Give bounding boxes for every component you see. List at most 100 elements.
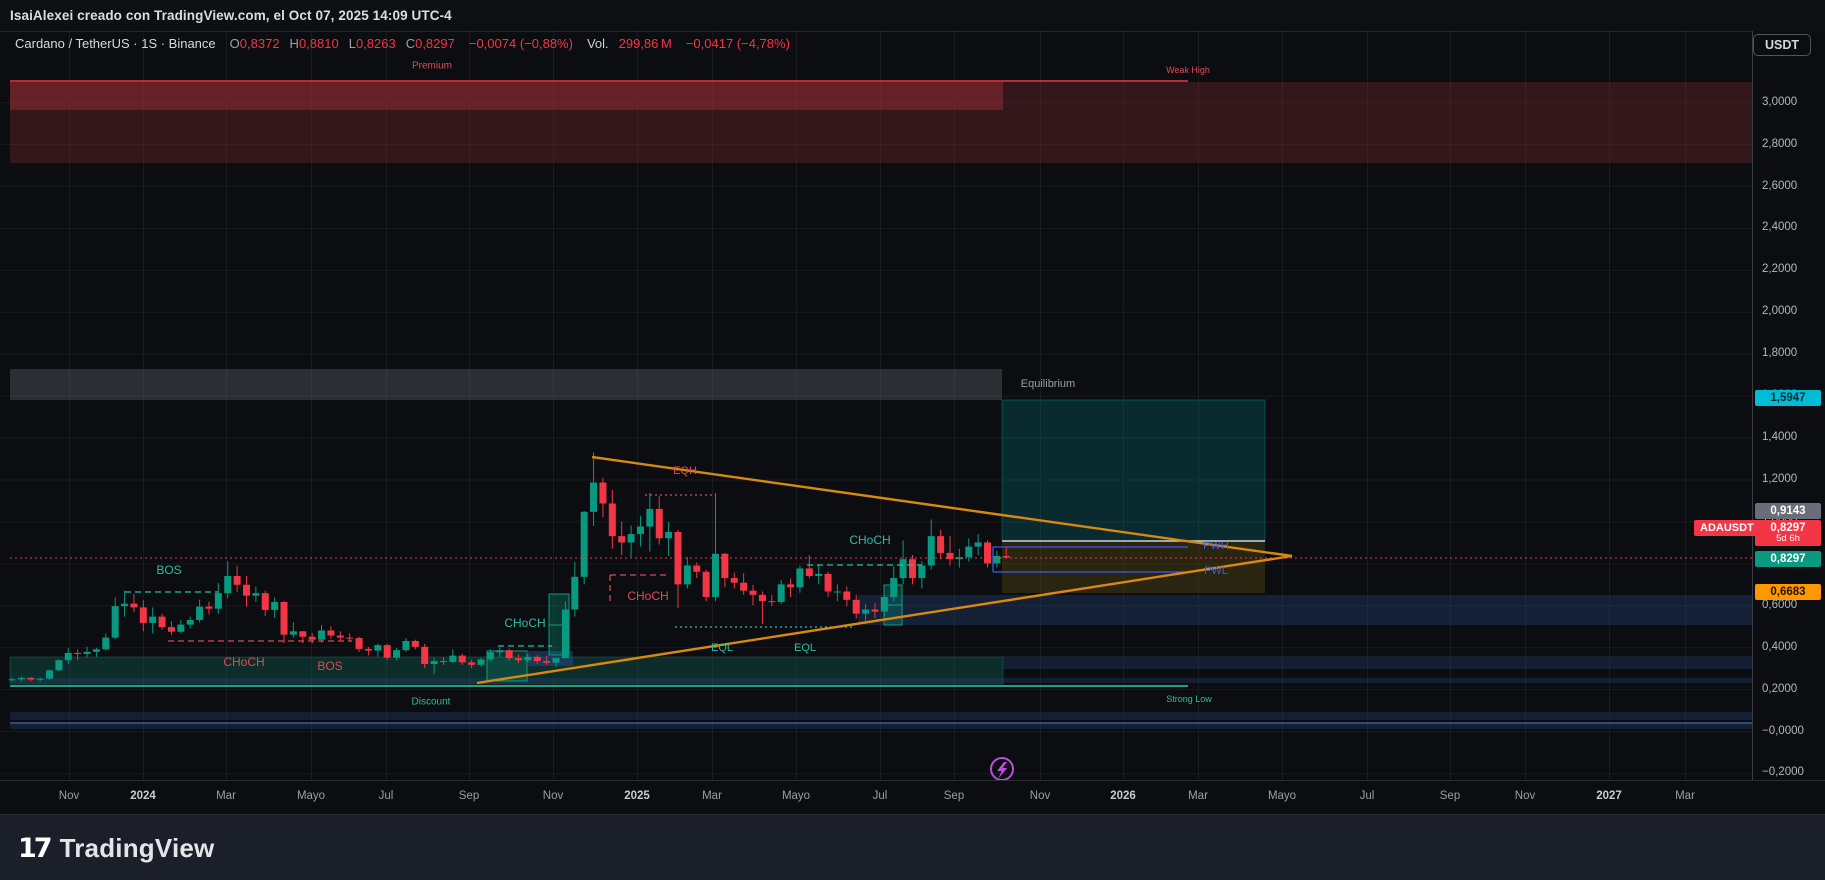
annotation-label-bos: BOS [156,563,182,577]
time-label-month: Jul [872,790,888,802]
candle-body [149,616,157,623]
candle-body [393,650,401,658]
volume-group: Vol. 299,86 M [587,36,672,51]
price-tick: 0,6000 [1762,598,1798,611]
candle-body [937,536,945,553]
candle-body [655,508,663,539]
annotation-label-choch: CHoCH [223,655,265,669]
volume-change: −0,0417 (−4,78%) [685,36,790,51]
symbol-legend[interactable]: Cardano / TetherUS · 1S · Binance O0,837… [15,36,790,51]
candle-body [984,542,992,564]
time-label-month: Sep [1439,790,1461,802]
time-label-month: Jul [1359,790,1375,802]
time-label-month: Mayo [781,790,811,802]
candle-body [364,648,372,651]
change-value: −0,0074 (−0,88%) [468,36,573,51]
annotation-label-eql: EQL [710,642,734,654]
candle-body [852,599,860,614]
candle-body [289,631,297,635]
zone-navy-band-d [10,723,1752,729]
volume-value: 299,86 M [618,36,672,51]
candle-body [308,636,316,640]
zone-premium-zone-faint [10,82,1752,163]
annotation-label-equilibrium: Equilibrium [1020,378,1076,390]
price-tick: −0,0000 [1762,724,1804,737]
candle-body [130,603,138,608]
time-label-month: Nov [1029,790,1051,802]
candle-body [8,679,16,681]
price-scale[interactable]: 3,0000 2,8000 2,6000 2,4000 2,2000 2,0000 1,80… [1752,31,1825,814]
time-label-month: Nov [58,790,80,802]
candle-body [411,640,419,647]
tradingview-logo[interactable]: 17 TradingView [18,833,214,864]
ohlc-item: L0,8263 [348,36,396,51]
time-label-year: 2027 [1596,790,1622,802]
price-tick: 2,8000 [1762,137,1798,150]
candle-body [477,659,485,665]
candle-body [824,573,832,592]
annotation-label-premium: Premium [411,60,453,72]
candle-body [890,578,898,597]
candle-body [468,662,476,665]
time-label-month: Sep [943,790,965,802]
annotation-label-eql: EQL [793,642,817,654]
candle-body [421,646,429,665]
annotation-label-choch: CHoCH [504,616,546,630]
candle-body [946,552,954,560]
zone-navy-band-b [1003,656,1752,669]
candle-body [899,559,907,579]
candle-body [318,630,326,640]
candle-body [796,568,804,588]
candle-body [224,575,232,594]
candle-body [693,565,701,572]
candle-body [777,584,785,602]
candle-body [627,534,635,543]
time-label-month: Sep [458,790,480,802]
annotation-label-choch: CHoCH [627,589,669,603]
ohlc-values: O0,8372 H0,8810 L0,8263 C0,8297 [230,36,455,51]
price-badge: 0,6683 [1755,583,1821,600]
time-label-year: 2026 [1110,790,1136,802]
drawing-triangle-upper [591,455,1293,558]
candle-body [64,652,72,661]
candle-body [815,573,823,576]
price-tick: 1,8000 [1762,347,1798,360]
annotation-label-discount: Discount [411,696,451,708]
candle-body [214,593,222,609]
price-tick: 1,4000 [1762,431,1798,444]
tradingview-logo-icon: 17 [18,832,53,864]
candle-body [974,542,982,547]
time-label-month: Nov [542,790,564,802]
candle-body [27,677,35,680]
volume-label: Vol. [586,36,609,51]
candle-body [205,606,213,609]
attribution-text: IsaiAlexei creado con TradingView.com, e… [10,8,452,23]
candle-body [252,593,260,596]
candle-body [749,590,757,595]
symbol-price-tag: ADAUSDT [1694,520,1760,536]
price-tick: 3,0000 [1762,95,1798,108]
price-tick: 2,6000 [1762,179,1798,192]
candle-body [299,631,307,637]
candle-body [571,576,579,610]
candle-body [927,536,935,566]
candle-body [608,503,616,537]
candle-body [590,482,598,512]
price-badge: 1,5947 [1755,389,1821,406]
candle-body [665,531,673,539]
candle-body [515,658,523,661]
candle-body [36,678,44,680]
candle-body [833,591,841,593]
candle-body [1002,556,1010,558]
currency-toggle-button[interactable]: USDT [1752,34,1811,56]
annotation-label-weak-high: Weak High [1166,65,1210,75]
candle-body [280,601,288,635]
annotation-label-pwl: PWL [1204,565,1228,577]
time-label-year: 2024 [130,790,156,802]
price-badge: 0,8297 5d 6h [1755,519,1821,546]
lightning-bolt-icon [997,762,1008,779]
candle-body [683,565,691,585]
time-axis[interactable]: Nov 2024 Mar Mayo Jul Sep Nov 2025 Mar Mayo Jul Sep… [0,780,1825,815]
